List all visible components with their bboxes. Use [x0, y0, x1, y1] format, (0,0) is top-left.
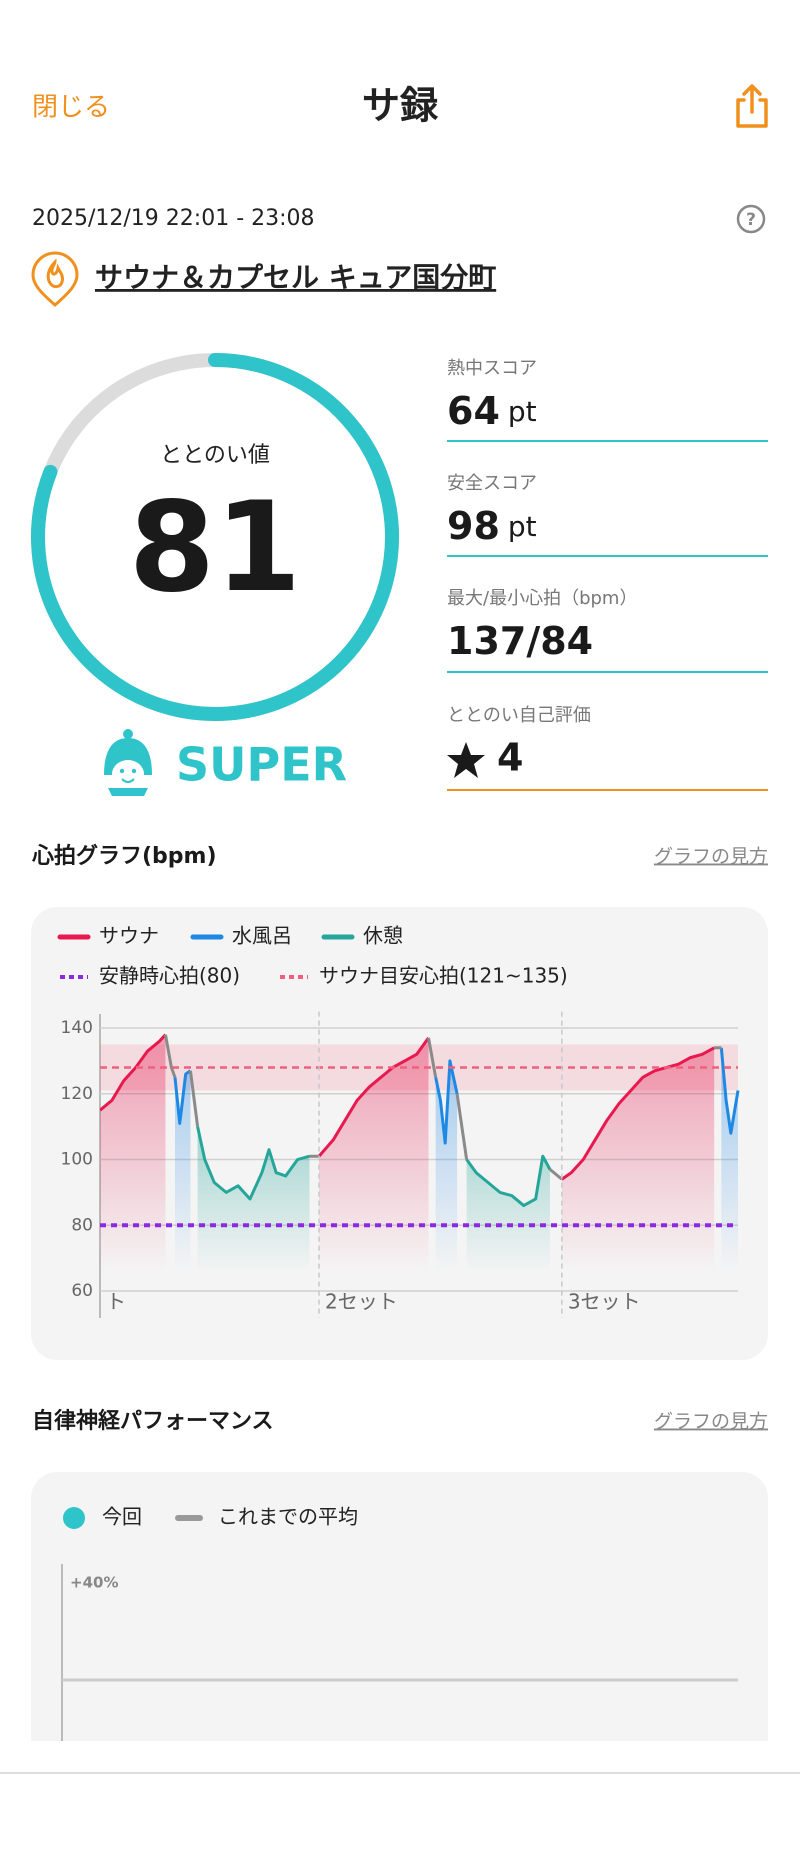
ring-arc	[31, 353, 399, 721]
legend-label: サウナ目安心拍(121~135)	[319, 964, 568, 988]
area	[174, 1047, 739, 1272]
autonomic-card: 今回 これまでの平均 +40%	[31, 1472, 768, 1741]
totonoi-value: 81	[129, 476, 302, 620]
y-tick-label: 140	[61, 1018, 93, 1038]
separator: /	[526, 619, 540, 663]
line	[163, 1034, 722, 1181]
legend-label: サウナ	[99, 924, 159, 948]
chart-card	[31, 1472, 768, 1741]
rating-value: 4	[497, 736, 523, 780]
stat-value: 137/84	[447, 619, 593, 663]
area	[197, 1126, 550, 1272]
line	[196, 1126, 552, 1208]
help-link[interactable]: グラフの見方	[654, 1411, 768, 1433]
autonomic-chart: 今回 これまでの平均 +40%	[61, 1505, 738, 1741]
max-hr: 137	[447, 619, 526, 663]
help-icon[interactable]: ?	[736, 204, 766, 234]
section-title: 自律神経パフォーマンス	[32, 1408, 274, 1434]
score-number: 98	[447, 504, 500, 548]
score-unit: pt	[508, 510, 537, 543]
legend-label: 休憩	[363, 924, 403, 948]
min-hr: 84	[540, 619, 593, 663]
session-datetime: 2025/12/19 22:01 - 23:08	[32, 206, 315, 231]
star-icon	[447, 742, 485, 778]
score-number: 64	[447, 389, 500, 433]
legend-marker	[63, 1507, 85, 1529]
area	[100, 1034, 715, 1272]
help-link[interactable]: グラフの見方	[654, 846, 768, 868]
rating-label: ととのい自己評価	[447, 705, 591, 726]
rank: SUPER	[176, 738, 347, 792]
set-label: 2セット	[325, 1290, 398, 1314]
line	[100, 1033, 715, 1181]
set-label: ト	[106, 1290, 126, 1314]
score-value: 64 pt	[447, 389, 537, 433]
set-label: 3セット	[568, 1290, 641, 1314]
legend-label: 水風呂	[232, 924, 292, 948]
legend-label: 安静時心拍(80)	[99, 964, 240, 988]
score-unit: pt	[508, 395, 537, 428]
totonoi-label: ととのい値	[160, 443, 270, 468]
share-button[interactable]	[736, 84, 768, 128]
score-label: 安全スコア	[447, 473, 537, 494]
legend-label: 今回	[102, 1505, 142, 1529]
rank-icon	[104, 729, 152, 796]
facility-name[interactable]: サウナ＆カプセル キュア国分町	[95, 261, 496, 294]
score-label: 熱中スコア	[447, 358, 537, 379]
section-title: 心拍グラフ(bpm)	[31, 843, 217, 869]
svg-text:?: ?	[746, 210, 756, 230]
close-button[interactable]: 閉じる	[32, 93, 110, 123]
page-title: サ録	[362, 84, 439, 128]
y-tick-label: 120	[61, 1084, 93, 1104]
stat-label: 最大/最小心拍（bpm）	[447, 588, 637, 609]
y-tick-label: 80	[71, 1215, 93, 1235]
line	[173, 1047, 740, 1145]
y-tick-label: 60	[71, 1281, 93, 1301]
y-tick-label: +40%	[70, 1574, 118, 1592]
legend-label: これまでの平均	[218, 1505, 358, 1529]
facility-icon	[31, 251, 79, 307]
plot	[100, 1033, 740, 1272]
y-tick-label: 100	[61, 1150, 93, 1170]
score-value: 98 pt	[447, 504, 537, 548]
